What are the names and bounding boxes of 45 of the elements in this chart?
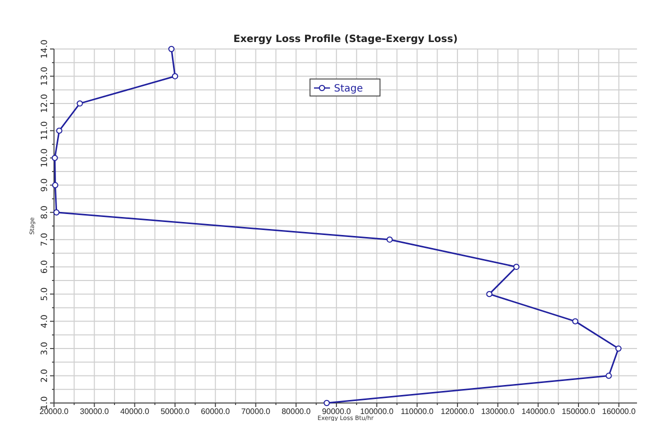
x-tick-label: 30000.0 [80, 407, 110, 416]
point [513, 264, 520, 270]
y-tick-label: 10.0 [40, 148, 50, 168]
y-tick-label: 1.0 [40, 396, 50, 410]
x-tick-label: 40000.0 [120, 407, 150, 416]
y-tick-label: 12.0 [40, 94, 50, 113]
chart-title: Exergy Loss Profile (Stage-Exergy Loss) [233, 34, 458, 45]
y-tick-label: 11.0 [40, 121, 50, 140]
point [615, 345, 622, 352]
y-tick-label: 5.0 [40, 287, 50, 301]
x-tick-label: 70000.0 [241, 407, 271, 416]
x-tick-label: 120000.0 [440, 407, 475, 416]
point [324, 400, 330, 406]
point [168, 46, 175, 52]
y-tick-label: 7.0 [40, 232, 50, 246]
point [386, 236, 393, 243]
x-tick-label: 110000.0 [400, 407, 434, 416]
point [53, 209, 60, 216]
x-tick-label: 60000.0 [200, 407, 230, 416]
y-tick-label: 14.0 [40, 40, 50, 58]
legend-label: Stage [334, 84, 363, 94]
x-tick-label: 50000.0 [160, 407, 190, 416]
y-tick-label: 4.0 [40, 314, 50, 328]
y-tick-label: 8.0 [40, 206, 50, 220]
point [172, 73, 178, 80]
y-tick-label: 3.0 [40, 342, 50, 356]
x-tick-label: 150000.0 [562, 407, 596, 416]
point [52, 154, 58, 162]
point [486, 290, 492, 298]
x-tick-label: 160000.0 [602, 407, 636, 416]
y-tick-label: 13.0 [40, 66, 50, 86]
x-tick-label: 90000.0 [322, 407, 352, 416]
y-tick-label: 2.0 [40, 369, 50, 383]
x-tick-label: 20000.0 [40, 407, 70, 416]
point [52, 182, 58, 188]
point [56, 128, 62, 134]
x-tick-label: 100000.0 [360, 407, 394, 416]
point [606, 372, 612, 379]
y-tick-label: 6.0 [40, 260, 50, 274]
x-tick-label: 130000.0 [481, 407, 516, 416]
point [572, 318, 578, 324]
y-tick-label: 9.0 [40, 178, 50, 192]
x-tick-label: 140000.0 [521, 407, 556, 416]
x-tick-label: 80000.0 [282, 407, 312, 416]
point [76, 100, 83, 107]
